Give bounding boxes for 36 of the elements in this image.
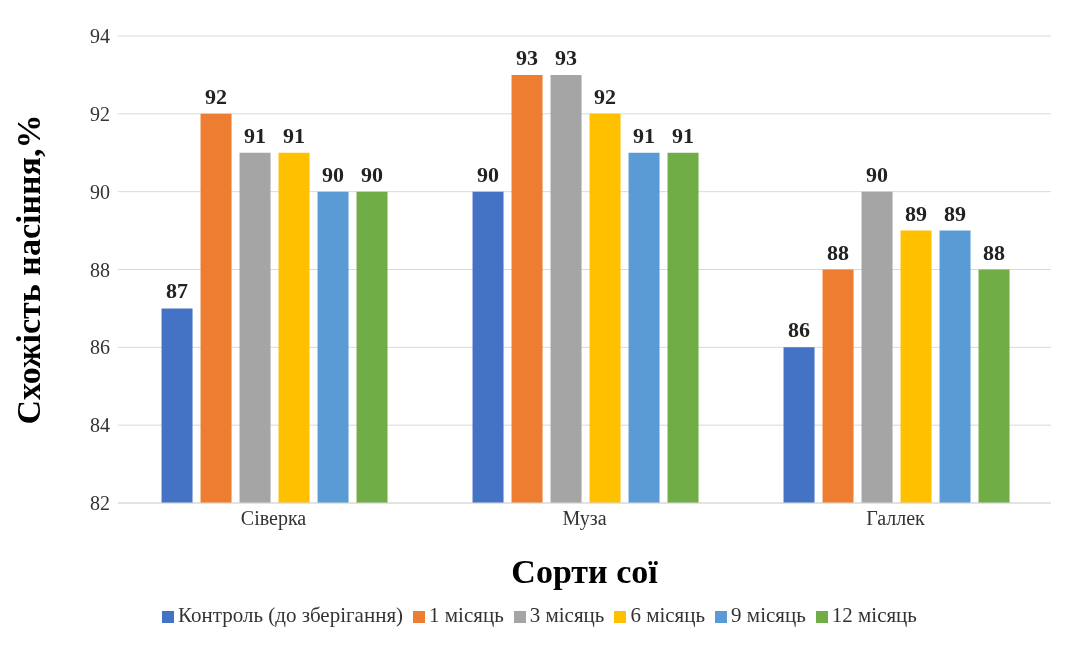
legend-label: 6 місяць	[630, 603, 706, 627]
y-tick-label: 82	[90, 492, 110, 515]
y-tick-label: 88	[90, 258, 110, 281]
data-label: 90	[477, 161, 500, 187]
legend-label: 9 місяць	[731, 603, 806, 627]
data-label: 93	[555, 44, 578, 70]
y-tick-label: 86	[90, 336, 110, 359]
x-tick-label: Сіверка	[240, 507, 307, 531]
x-axis-title: Сорти сої	[511, 553, 659, 590]
y-tick-label: 92	[90, 102, 110, 125]
data-label: 91	[672, 122, 695, 148]
x-tick-label: Муза	[562, 507, 607, 531]
data-label: 89	[944, 200, 967, 226]
data-label: 91	[283, 122, 306, 148]
legend-label: 12 місяць	[831, 603, 917, 627]
legend-label: 3 місяць	[529, 603, 605, 627]
legend-label: Контроль (до зберігання)	[178, 603, 404, 627]
y-axis-title: Схожість насіння,%	[10, 114, 48, 425]
data-label: 91	[244, 122, 267, 148]
y-tick-label: 94	[90, 25, 110, 48]
data-label: 89	[905, 200, 928, 226]
data-label: 92	[205, 83, 228, 109]
data-label: 90	[322, 161, 345, 187]
data-label: 87	[166, 278, 189, 304]
x-tick-label: Галлек	[866, 507, 926, 530]
data-label: 91	[633, 122, 656, 148]
y-tick-label: 90	[90, 180, 110, 203]
data-label: 92	[594, 83, 617, 109]
y-tick-label: 84	[90, 414, 110, 437]
data-label: 90	[866, 161, 889, 187]
data-label: 88	[827, 239, 850, 265]
data-label: 90	[361, 161, 384, 187]
legend-label: 1 місяць	[429, 603, 504, 627]
data-label: 88	[983, 239, 1006, 265]
data-label: 86	[788, 317, 811, 343]
data-label: 93	[516, 44, 539, 70]
